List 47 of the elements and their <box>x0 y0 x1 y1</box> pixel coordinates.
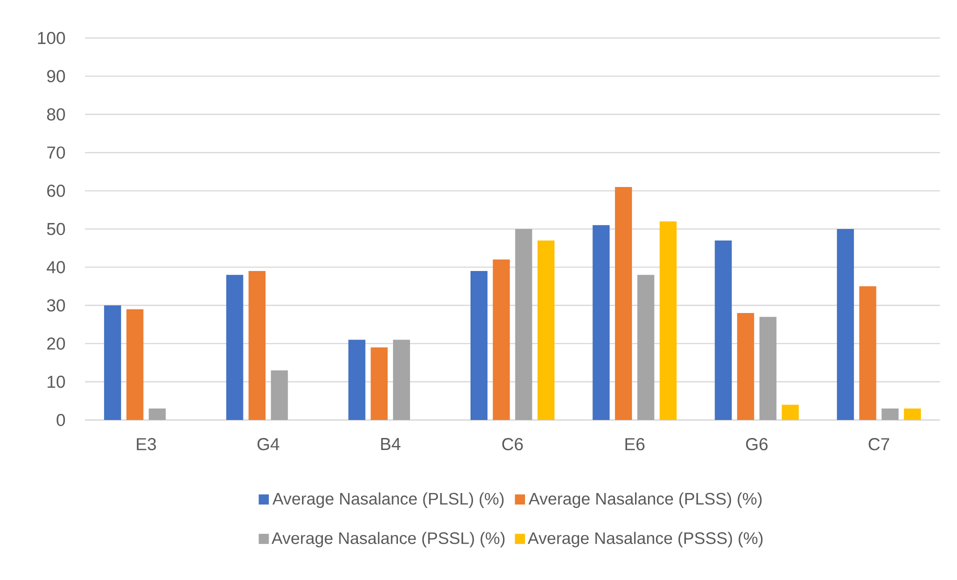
y-tick-label: 60 <box>47 184 65 197</box>
x-tick-label: C7 <box>868 438 890 450</box>
bar <box>859 286 876 420</box>
x-tick-label: E6 <box>625 438 644 450</box>
bar <box>348 340 366 420</box>
x-tick-label: C6 <box>502 438 523 450</box>
legend-label: Average Nasalance (PLSS) (%) <box>528 492 762 508</box>
y-tick-label: 80 <box>47 108 65 121</box>
bar <box>660 221 677 420</box>
bar <box>714 240 732 420</box>
bar <box>904 408 921 420</box>
bar <box>614 186 632 420</box>
bar <box>148 408 166 420</box>
bar <box>393 340 410 420</box>
bar <box>370 347 388 420</box>
bar <box>515 228 532 420</box>
y-tick-label: 20 <box>47 337 65 350</box>
y-tick-label: 0 <box>56 414 65 426</box>
y-tick-label: 30 <box>47 299 65 312</box>
bar <box>759 316 776 420</box>
bar <box>592 225 610 420</box>
bar <box>470 271 488 420</box>
y-tick-label: 50 <box>47 222 65 236</box>
x-tick-label: G6 <box>746 438 768 450</box>
y-tick-label: 90 <box>47 70 65 82</box>
x-tick-label: E3 <box>136 438 156 450</box>
bar <box>492 260 510 420</box>
bar <box>538 240 554 420</box>
y-tick-label: 70 <box>47 146 65 159</box>
bar <box>270 370 288 420</box>
bar <box>882 408 899 420</box>
legend-label: Average Nasalance (PSSL) (%) <box>272 532 504 548</box>
bar <box>248 271 266 420</box>
x-tick-label: B4 <box>381 438 400 450</box>
bar <box>104 305 122 420</box>
y-tick-label: 100 <box>38 32 65 44</box>
bar <box>637 274 654 420</box>
bar <box>126 309 144 420</box>
bar <box>836 228 854 420</box>
y-tick-label: 10 <box>48 376 65 388</box>
legend-label: Average Nasalance (PSSS) (%) <box>528 532 763 548</box>
x-tick-label: G4 <box>258 438 280 450</box>
y-tick-label: 40 <box>46 261 65 274</box>
bar <box>737 313 754 420</box>
bar <box>226 274 244 420</box>
bar <box>782 404 799 420</box>
legend-label: Average Nasalance (PLSL) (%) <box>272 492 504 508</box>
